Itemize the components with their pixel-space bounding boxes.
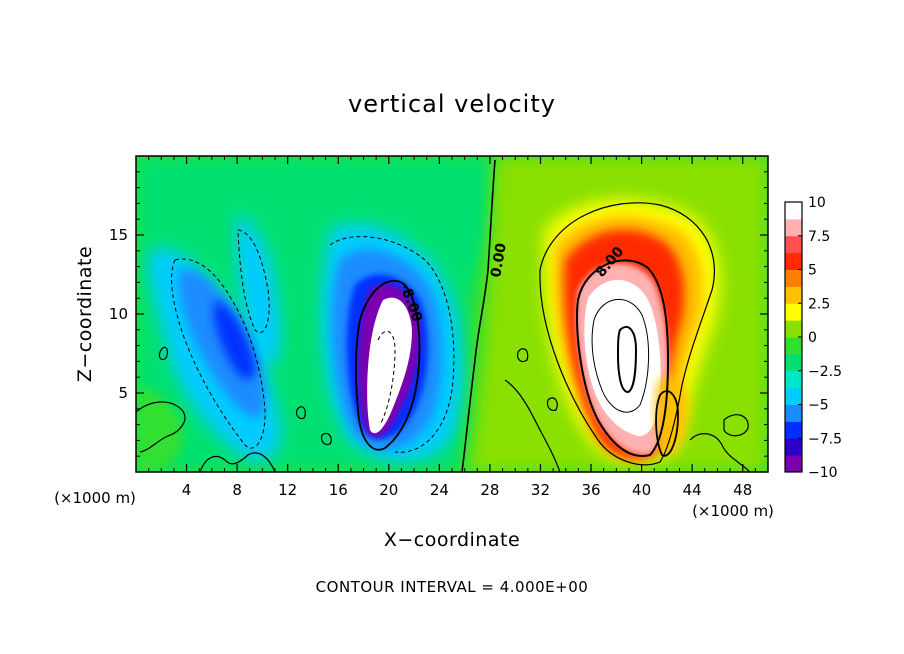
downdraft-mid-core bbox=[367, 297, 412, 434]
colorbar-tick-label: −10 bbox=[808, 465, 838, 481]
colorbar: 10 7.5 5 2.5 0 −2.5 −5 −7.5 −10 bbox=[784, 195, 842, 481]
colorbar-swatch bbox=[785, 269, 802, 287]
colorbar-swatch bbox=[785, 218, 802, 237]
x-tick-label: 20 bbox=[379, 481, 398, 499]
x-tick-label: 40 bbox=[632, 481, 651, 499]
x-units-right: (×1000 m) bbox=[692, 502, 774, 520]
colorbar-swatch bbox=[785, 421, 802, 439]
colorbar-swatch bbox=[785, 303, 802, 321]
colorbar-tick-label: 2.5 bbox=[808, 296, 830, 312]
colorbar-swatch bbox=[785, 438, 802, 456]
x-axis-label: X−coordinate bbox=[384, 529, 520, 551]
x-tick-label: 24 bbox=[430, 481, 449, 499]
contour-pos8 bbox=[575, 259, 670, 457]
contour-interval-note: CONTOUR INTERVAL = 4.000E+00 bbox=[316, 578, 589, 596]
x-tick-label: 32 bbox=[531, 481, 550, 499]
region-left-cyan-b bbox=[235, 215, 281, 368]
contour-small-2 bbox=[295, 406, 306, 420]
x-tick-label: 4 bbox=[182, 481, 192, 499]
y-tick-label: 5 bbox=[118, 384, 128, 402]
region-bottom-left-green bbox=[136, 389, 184, 472]
colorbar-swatch bbox=[785, 286, 802, 304]
colorbar-swatch bbox=[785, 235, 802, 254]
contour-small-3 bbox=[320, 432, 332, 446]
contour-neg-dashed-c bbox=[329, 236, 455, 453]
colorbar-swatch bbox=[785, 337, 802, 355]
x-units-left: (×1000 m) bbox=[54, 489, 136, 507]
x-tick-label: 44 bbox=[683, 481, 702, 499]
colorbar-swatch bbox=[785, 320, 802, 338]
colorbar-swatch bbox=[785, 455, 802, 473]
contour-bottom-left bbox=[136, 401, 186, 453]
colorbar-swatch bbox=[785, 252, 802, 270]
contour-small-1 bbox=[158, 346, 169, 361]
contour-neg8 bbox=[355, 279, 421, 451]
contour-zero bbox=[461, 159, 496, 472]
x-tick-label: 8 bbox=[232, 481, 242, 499]
x-axis-ticks: 4 8 12 16 20 24 28 32 36 40 44 48 bbox=[148, 156, 756, 499]
contour-neg-dashed-b bbox=[237, 229, 270, 333]
colorbar-tick-label: −5 bbox=[808, 398, 829, 414]
contour-pos-inner-a bbox=[591, 298, 649, 413]
y-axis-ticks: 5 10 15 bbox=[109, 171, 768, 457]
contour-small-5 bbox=[546, 397, 558, 411]
colorbar-tick-label: 10 bbox=[808, 195, 826, 211]
y-axis-label: Z−coordinate bbox=[74, 246, 96, 382]
x-tick-label: 36 bbox=[581, 481, 600, 499]
colorbar-swatch bbox=[785, 202, 802, 220]
contour-small-6 bbox=[723, 414, 749, 437]
velocity-field bbox=[136, 156, 768, 472]
contour-pos-inner-b bbox=[616, 325, 638, 394]
colorbar-swatch bbox=[785, 353, 802, 372]
downdraft-left-core bbox=[213, 300, 256, 380]
x-tick-label: 48 bbox=[733, 481, 752, 499]
contour-pos-outer bbox=[539, 202, 715, 466]
x-tick-label: 28 bbox=[480, 481, 499, 499]
contour-lines bbox=[136, 159, 751, 472]
contour-bottom-right bbox=[504, 379, 561, 472]
colorbar-tick-label: −7.5 bbox=[808, 431, 842, 447]
x-tick-label: 16 bbox=[329, 481, 348, 499]
colorbar-tick-label: 5 bbox=[808, 263, 817, 279]
contour-pos-small bbox=[655, 390, 679, 457]
y-tick-label: 15 bbox=[109, 226, 128, 244]
colorbar-swatch bbox=[785, 387, 802, 405]
contour-label-zero: 0.00 bbox=[488, 242, 510, 279]
colorbar-swatch bbox=[785, 404, 802, 422]
colorbar-tick-label: 7.5 bbox=[808, 229, 830, 245]
contour-small-4 bbox=[517, 348, 529, 363]
colorbar-swatch bbox=[785, 370, 802, 389]
contour-neg-inner bbox=[377, 330, 396, 426]
colorbar-tick-label: 0 bbox=[808, 330, 817, 346]
contour-bottom-right-b bbox=[689, 433, 751, 472]
contour-neg-dashed-a bbox=[171, 258, 266, 449]
colorbar-tick-label: −2.5 bbox=[808, 364, 842, 380]
y-tick-label: 10 bbox=[109, 305, 128, 323]
chart-title: vertical velocity bbox=[348, 90, 556, 118]
x-tick-label: 12 bbox=[278, 481, 297, 499]
updraft-core bbox=[584, 279, 661, 437]
contour-bottom-wave bbox=[199, 452, 276, 472]
